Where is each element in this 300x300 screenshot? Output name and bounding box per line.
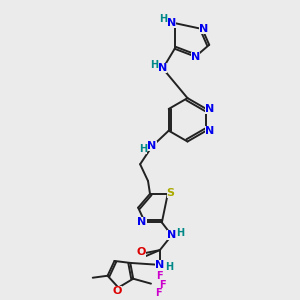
- Text: H: H: [165, 262, 173, 272]
- Text: H: H: [150, 60, 158, 70]
- Text: N: N: [137, 218, 147, 227]
- Text: N: N: [167, 230, 176, 240]
- Text: O: O: [136, 247, 146, 257]
- Text: F: F: [157, 271, 163, 281]
- Text: N: N: [155, 260, 164, 270]
- Text: N: N: [167, 18, 176, 28]
- Text: H: H: [139, 144, 147, 154]
- Text: F: F: [160, 280, 166, 290]
- Text: F: F: [156, 287, 162, 298]
- Text: H: H: [159, 14, 167, 24]
- Text: N: N: [205, 126, 214, 136]
- Text: S: S: [167, 188, 175, 198]
- Text: N: N: [147, 142, 157, 152]
- Text: O: O: [113, 286, 122, 296]
- Text: H: H: [176, 228, 185, 238]
- Text: N: N: [191, 52, 200, 62]
- Text: N: N: [158, 64, 167, 74]
- Text: N: N: [199, 24, 208, 34]
- Text: N: N: [205, 104, 214, 114]
